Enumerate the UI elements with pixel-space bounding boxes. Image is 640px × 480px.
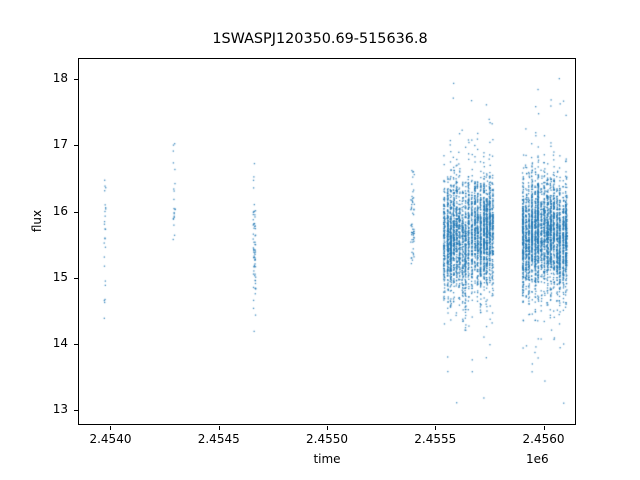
y-tick-mark [74, 410, 78, 412]
y-tick-mark [74, 79, 78, 81]
x-tick-mark [110, 426, 112, 430]
y-tick-label: 15 [52, 269, 68, 284]
x-tick-label: 2.4560 [522, 432, 565, 446]
x-tick-mark [543, 426, 545, 430]
x-tick-mark [218, 426, 220, 430]
y-tick-label: 16 [52, 203, 68, 218]
scatter-points-layer [79, 59, 575, 424]
chart-title: 1SWASPJ120350.69-515636.8 [212, 31, 428, 47]
x-tick-mark [435, 426, 437, 430]
x-tick-label: 2.4550 [306, 432, 348, 446]
y-tick-label: 17 [52, 137, 68, 152]
y-tick-mark [74, 145, 78, 147]
x-tick-mark [327, 426, 328, 430]
plot-axes [78, 58, 576, 425]
y-tick-mark [74, 211, 78, 213]
x-tick-label: 2.4545 [197, 432, 240, 446]
y-tick-label: 13 [52, 402, 68, 417]
y-tick-mark [74, 344, 78, 346]
y-tick-label: 14 [52, 336, 68, 351]
y-axis-label: flux [30, 209, 44, 233]
y-tick-label: 18 [52, 71, 68, 86]
x-axis-offset-text: 1e6 [526, 452, 549, 466]
plot-area [79, 59, 575, 424]
x-tick-label: 2.4555 [414, 432, 457, 446]
x-tick-label: 2.4540 [89, 432, 132, 446]
x-axis-label: time [313, 452, 341, 466]
y-tick-mark [74, 277, 78, 279]
